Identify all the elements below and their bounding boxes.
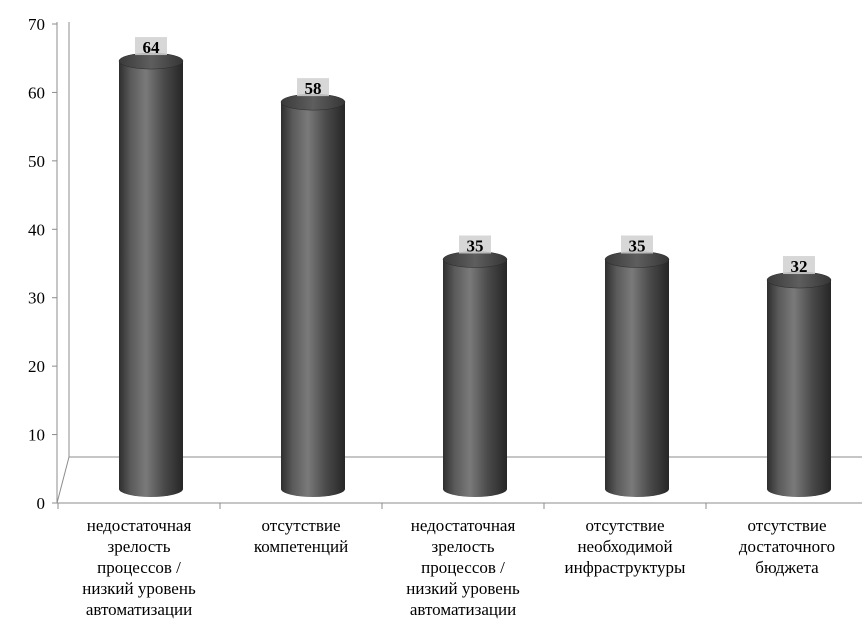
x-category-label: недостаточная зрелость процессов / низки… bbox=[82, 516, 196, 619]
y-tick-label: 50 bbox=[28, 152, 45, 171]
x-category-label: недостаточная зрелость процессов / низки… bbox=[406, 516, 520, 619]
y-tick-label: 0 bbox=[37, 494, 46, 513]
y-tick-label: 30 bbox=[28, 289, 45, 308]
data-label: 35 bbox=[467, 237, 484, 256]
data-label-box bbox=[297, 78, 329, 97]
data-label: 64 bbox=[143, 38, 161, 57]
y-tick-label: 60 bbox=[28, 83, 45, 102]
bar-body bbox=[443, 259, 507, 497]
y-tick-label: 10 bbox=[28, 426, 45, 445]
data-label-box bbox=[135, 37, 167, 56]
data-label: 32 bbox=[791, 257, 808, 276]
x-category-label: отсутствие необходимой инфраструктуры bbox=[564, 516, 686, 577]
data-label: 58 bbox=[305, 79, 322, 98]
bar bbox=[766, 271, 832, 497]
bar bbox=[442, 251, 508, 497]
bar-body bbox=[605, 259, 669, 497]
y-tick-label: 70 bbox=[28, 15, 45, 34]
data-labels: 64 58 35 35 32 bbox=[135, 37, 815, 276]
axes: 0 10 20 30 40 50 60 70 bbox=[28, 15, 862, 513]
data-label: 35 bbox=[629, 237, 646, 256]
bar-body bbox=[281, 102, 345, 497]
bar bbox=[280, 93, 346, 497]
x-category-label: отсутствие достаточного бюджета bbox=[738, 516, 836, 577]
bar-body bbox=[767, 280, 831, 497]
bar-body bbox=[119, 61, 183, 498]
y-tick-label: 20 bbox=[28, 357, 45, 376]
data-label-box bbox=[783, 256, 815, 275]
bar bbox=[118, 52, 184, 498]
floor-side-edge bbox=[56, 456, 70, 504]
data-label-box bbox=[621, 235, 653, 254]
data-label-box bbox=[459, 235, 491, 254]
bar bbox=[604, 251, 670, 497]
bars bbox=[118, 52, 832, 498]
x-category-label: отсутствие компетенций bbox=[253, 516, 349, 556]
y-tick-label: 40 bbox=[28, 220, 45, 239]
